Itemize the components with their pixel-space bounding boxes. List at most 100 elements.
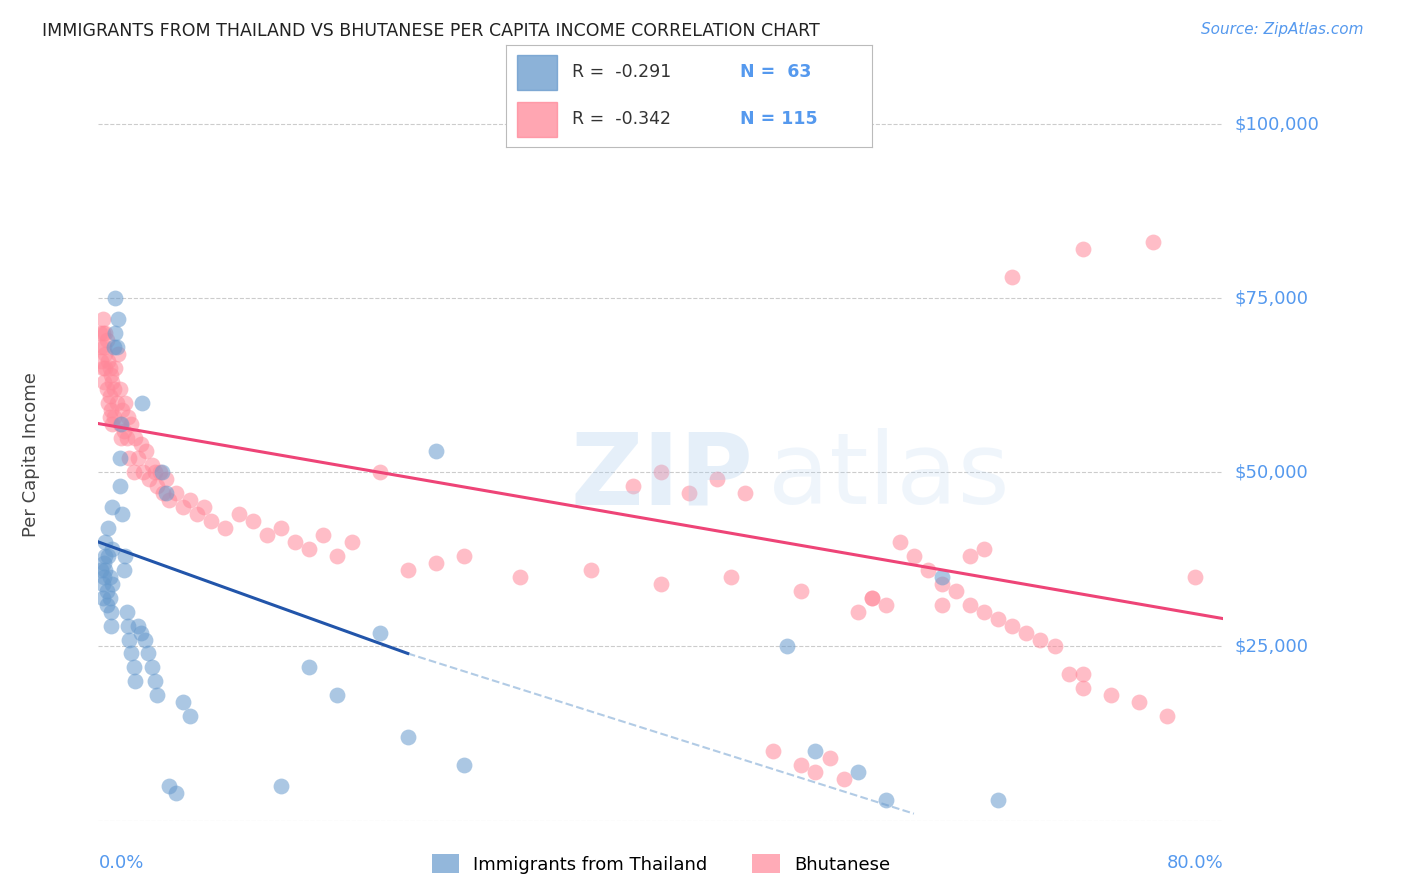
Point [186,507,208,521]
Point [100,618,122,632]
Point [141,458,163,473]
Point [118,451,141,466]
Text: 0.0%: 0.0% [98,854,143,871]
Point [1099,688,1122,702]
Point [1128,695,1150,709]
Point [903,549,925,563]
Point [98,360,121,375]
Point [1071,681,1094,696]
Point [425,556,447,570]
Point [120,647,142,661]
Point [1057,667,1080,681]
Point [93,570,115,584]
Point [172,695,194,709]
Bar [517,102,557,137]
Point [453,549,475,563]
Point [875,598,897,612]
Point [100,368,122,382]
Point [101,541,124,556]
Point [155,472,177,486]
Point [94,326,117,340]
Point [931,570,953,584]
Point [93,556,115,570]
Point [889,535,911,549]
Point [112,424,135,438]
Point [91,576,114,591]
Point [326,549,349,563]
Point [93,340,115,354]
Point [105,340,128,354]
Point [104,291,127,305]
Point [155,486,177,500]
Point [97,549,120,563]
Point [326,688,349,702]
Text: IMMIGRANTS FROM THAILAND VS BHUTANESE PER CAPITA INCOME CORRELATION CHART: IMMIGRANTS FROM THAILAND VS BHUTANESE PE… [42,22,820,40]
Point [165,486,187,500]
Point [1043,640,1066,654]
Point [165,786,187,800]
Point [108,479,131,493]
Point [110,430,132,444]
Point [214,521,236,535]
Point [706,472,728,486]
Point [96,333,118,347]
Point [117,409,139,424]
Point [110,417,132,431]
Point [284,535,307,549]
Point [132,466,155,480]
Legend: Immigrants from Thailand, Bhutanese: Immigrants from Thailand, Bhutanese [432,855,890,874]
Point [931,576,953,591]
Point [134,632,156,647]
Point [959,549,981,563]
Point [621,479,644,493]
Point [108,382,131,396]
Point [298,660,321,674]
Point [103,340,125,354]
Point [104,360,127,375]
Point [93,375,115,389]
Point [108,417,131,431]
Point [945,583,967,598]
Point [228,507,250,521]
Point [509,570,531,584]
Point [790,758,813,772]
Point [959,598,981,612]
Point [734,486,756,500]
Point [157,779,180,793]
Point [115,430,138,444]
Point [136,647,159,661]
Point [172,500,194,515]
Point [100,605,122,619]
Point [122,466,145,480]
Point [157,493,180,508]
Point [98,591,121,605]
Point [425,444,447,458]
Point [97,521,120,535]
Point [124,430,146,444]
Point [90,354,112,368]
Point [104,326,127,340]
Point [135,444,157,458]
Point [112,563,135,577]
Point [312,528,335,542]
Point [98,409,121,424]
Point [179,709,201,723]
Text: N =  63: N = 63 [740,63,811,81]
Point [89,326,111,340]
Point [1001,618,1024,632]
Point [91,326,114,340]
Point [453,758,475,772]
Point [111,507,134,521]
Point [94,563,117,577]
Point [150,466,173,480]
Point [396,730,419,744]
Text: 80.0%: 80.0% [1167,854,1223,871]
Point [114,549,136,563]
Text: $50,000: $50,000 [1234,463,1308,482]
Point [846,764,869,779]
Point [804,744,827,758]
Point [720,570,742,584]
Point [1156,709,1178,723]
Point [90,563,112,577]
Point [179,493,201,508]
